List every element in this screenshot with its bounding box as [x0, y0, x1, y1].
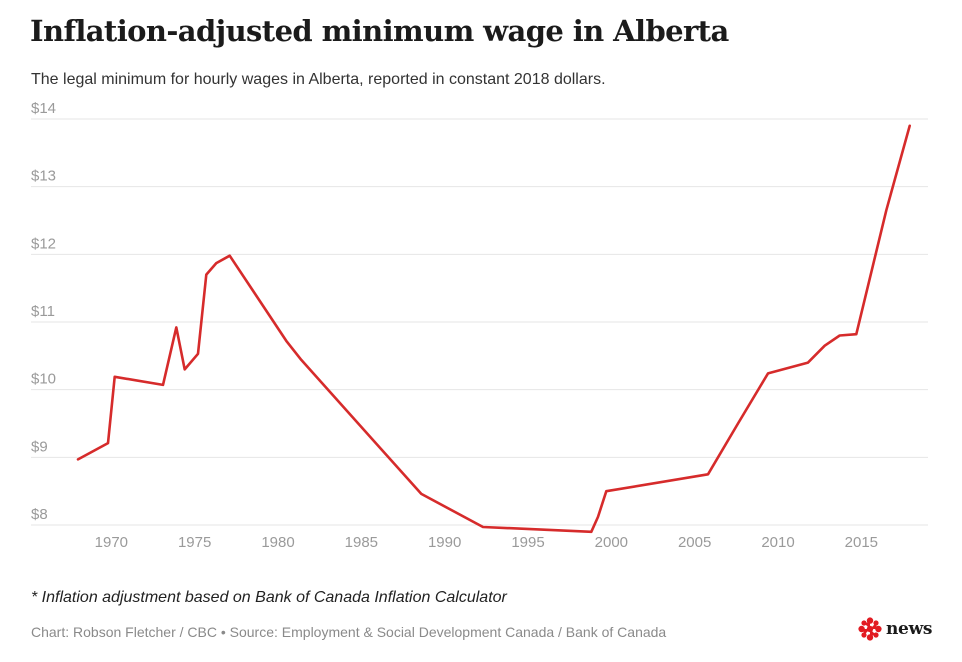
y-tick-label: $12	[31, 235, 56, 252]
y-tick-label: $11	[31, 303, 55, 320]
x-tick-label: 1980	[261, 534, 294, 551]
x-tick-label: 1975	[178, 534, 211, 551]
x-axis-ticks: 1970 1975 1980 1985 1990 1995 2000 2005 2010 2015	[95, 534, 878, 551]
y-tick-label: $14	[31, 100, 56, 117]
y-axis-ticks: $8 $9 $10 $11 $12 $13 $14	[31, 100, 56, 523]
gridlines	[31, 118, 928, 526]
y-tick-label: $9	[31, 438, 48, 455]
x-tick-label: 1990	[428, 534, 461, 551]
logo-wordmark: news	[886, 619, 933, 639]
y-tick-label: $10	[31, 371, 56, 388]
x-tick-label: 1970	[95, 534, 128, 551]
source-credit: Chart: Robson Fletcher / CBC • Source: E…	[31, 624, 667, 640]
series-line	[76, 124, 912, 534]
chart-title: Inflation-adjusted minimum wage in Alber…	[30, 14, 729, 48]
cbc-news-logo: news	[858, 617, 932, 641]
y-tick-label: $13	[31, 168, 56, 185]
footnote: * Inflation adjustment based on Bank of …	[31, 589, 507, 606]
y-tick-label: $8	[31, 506, 48, 523]
x-tick-label: 2000	[595, 534, 628, 551]
series-layer	[76, 124, 912, 534]
x-tick-label: 2015	[845, 534, 878, 551]
chart-subtitle: The legal minimum for hourly wages in Al…	[31, 71, 606, 88]
x-tick-label: 2005	[678, 534, 711, 551]
cbc-gem-icon	[858, 617, 882, 641]
x-tick-label: 1985	[345, 534, 378, 551]
x-tick-label: 1995	[511, 534, 544, 551]
x-tick-label: 2010	[761, 534, 794, 551]
